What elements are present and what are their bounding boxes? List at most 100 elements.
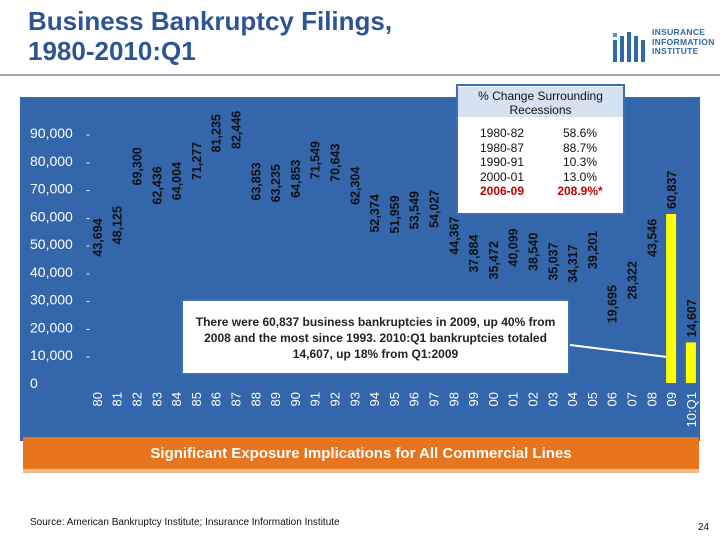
y-tick-label: 20,000 [30,319,73,335]
bar [309,184,320,383]
bar-value-label: 81,235 [210,114,224,152]
x-category-label: 06 [605,392,620,406]
title-divider [0,74,720,76]
x-category-label: 82 [130,392,145,406]
x-category-label: 93 [347,392,362,406]
recession-change: 13.0% [562,169,598,184]
y-tick-mark: - [86,294,90,308]
title-line-2: 1980-2010:Q1 [28,36,196,66]
exposure-banner: Significant Exposure Implications for Al… [23,437,699,473]
bar [289,202,300,383]
recession-row: 1980-82 58.6% [458,126,623,141]
bar-value-label: 35,037 [546,242,560,280]
x-category-label: 05 [585,392,600,406]
x-category-label: 87 [229,392,244,406]
x-category-label: 88 [248,392,263,406]
bar-value-label: 37,884 [467,234,481,272]
bar [230,153,241,383]
logo-line-1: INSURANCE [652,27,706,37]
recession-period: 1980-87 [479,140,525,155]
bar-value-label: 69,300 [131,147,145,185]
x-category-label: 96 [407,392,422,406]
iii-logo: INSURANCE INFORMATION INSTITUTE [612,27,718,68]
recession-period: 1980-82 [479,126,525,140]
x-category-label: 03 [545,392,560,406]
bar-value-label: 48,125 [111,206,125,244]
bar-value-label: 62,436 [150,166,164,204]
x-category-label: 94 [367,392,382,406]
slide-title: Business Bankruptcy Filings, 1980-2010:Q… [28,6,392,66]
x-category-label: 95 [387,392,402,406]
bar-value-label: 34,317 [566,244,580,282]
y-tick-label: 60,000 [30,208,73,224]
x-category-label: 98 [446,392,461,406]
recession-period: 2000-01 [479,169,525,184]
iii-logo-icon [613,32,645,62]
bar-value-label: 44,367 [447,216,461,254]
bar [190,185,201,383]
callout-connector [569,344,668,358]
bar-value-label: 43,694 [91,218,105,256]
bar [586,274,597,383]
recession-change: 10.3% [562,155,598,169]
bar [250,205,261,383]
bar-value-label: 62,304 [348,167,362,205]
recession-change: 88.7% [562,140,598,155]
bar-value-label: 52,374 [368,194,382,232]
y-tick-label: 30,000 [30,292,73,308]
y-tick-label: 10,000 [30,347,73,363]
bar [329,186,340,383]
recession-change: 208.9%* [557,184,603,198]
recession-period: 2006-09 [479,184,525,198]
bar [131,190,142,383]
bar [626,304,637,383]
y-tick-label: 70,000 [30,181,73,197]
logo-line-2: INFORMATION [652,36,715,47]
bar [646,262,657,383]
x-category-label: 85 [189,392,204,406]
recession-period: 1990-91 [479,155,525,169]
bar-value-label: 19,695 [606,285,620,323]
x-category-label: 08 [644,392,659,406]
x-category-label: 90 [288,392,303,406]
logo-line-3: INSTITUTE [652,46,699,56]
bar-value-label: 43,546 [645,219,659,257]
bar-value-label: 70,643 [329,143,343,181]
callout-box: There were 60,837 business bankruptcies … [181,299,570,375]
x-category-label: 91 [308,392,323,406]
recession-row: 1990-91 10.3% [458,155,623,170]
bar-value-label: 64,853 [289,160,303,198]
y-tick-label: 80,000 [30,153,73,169]
y-tick-label: 90,000 [30,125,73,141]
bar-value-label: 60,837 [665,171,679,209]
recession-table-title: % Change Surrounding Recessions [458,87,623,117]
y-tick-mark: - [86,238,90,252]
x-category-label: 09 [664,392,679,406]
x-category-label: 92 [328,392,343,406]
x-category-label: 86 [209,392,224,406]
source-note: Source: American Bankruptcy Institute; I… [30,517,340,528]
bar-value-label: 39,201 [586,231,600,269]
bar [171,205,182,383]
y-tick-mark: - [86,127,90,141]
x-category-label: 80 [90,392,105,406]
logo-text: INSURANCE INFORMATION INSTITUTE [652,27,715,57]
bar-value-label: 35,472 [487,241,501,279]
bar [111,249,122,383]
bar [210,157,221,383]
x-category-label: 04 [565,392,580,406]
bar-value-label: 82,446 [230,111,244,149]
recession-table-box: % Change Surrounding Recessions 1980-82 5… [456,84,625,215]
bar-value-label: 63,235 [269,164,283,202]
bar [91,261,102,383]
bar-value-label: 40,099 [507,228,521,266]
title-line-1: Business Bankruptcy Filings, [28,6,393,36]
bar-value-label: 38,540 [527,233,541,271]
y-tick-mark: - [86,321,90,335]
x-category-label: 81 [110,392,125,406]
bar-value-label: 71,277 [190,142,204,180]
recession-row: 2000-01 13.0% [458,170,623,185]
x-category-label: 89 [268,392,283,406]
recession-row: 1980-87 88.7% [458,141,623,156]
